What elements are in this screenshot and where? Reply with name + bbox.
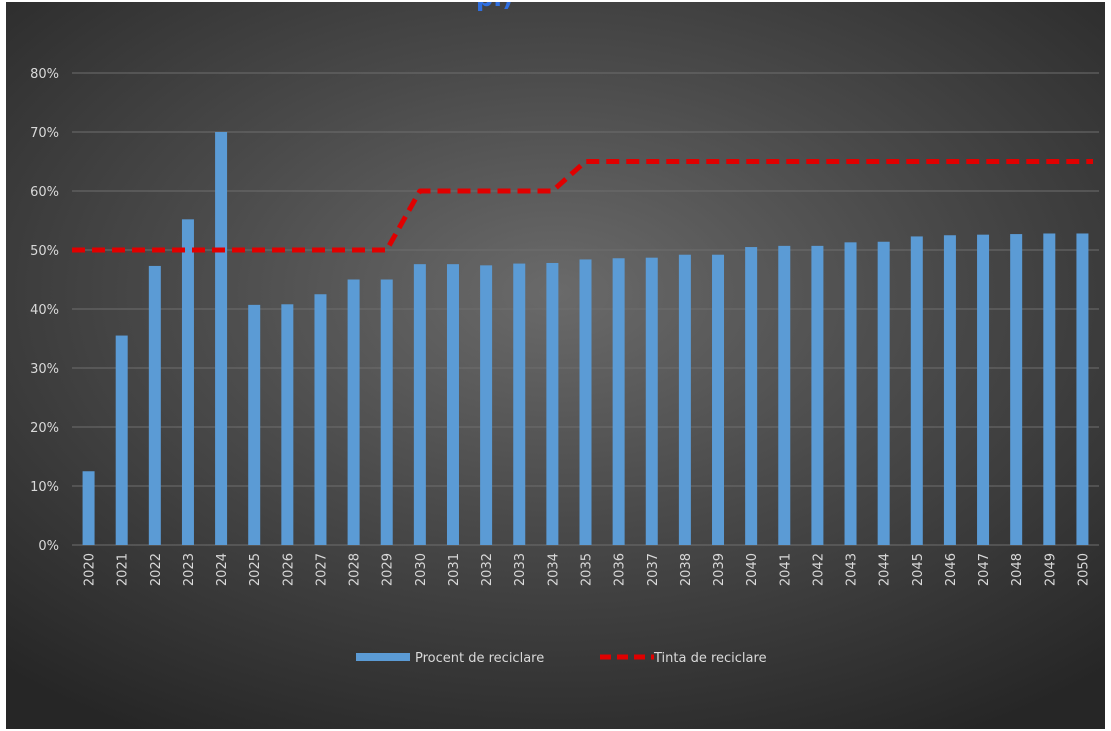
y-tick-label: 10% — [30, 480, 59, 495]
bar-2031 — [446, 264, 459, 545]
bar-2035 — [579, 259, 592, 545]
bar-2042 — [811, 245, 824, 545]
x-tick-label: 2037 — [646, 553, 661, 586]
y-tick-label: 40% — [30, 303, 59, 318]
bar-2023 — [181, 219, 194, 545]
bar-series — [82, 132, 1089, 546]
x-tick-label: 2042 — [811, 553, 826, 586]
x-tick-label: 2050 — [1076, 553, 1091, 586]
x-tick-label: 2046 — [944, 553, 959, 586]
legend-label-line: Tinta de reciclare — [653, 651, 767, 666]
chart-area: 0%10%20%30%40%50%60%70%80% 2020 2021 2022 2… — [30, 67, 1099, 666]
bar-2033 — [513, 263, 526, 545]
x-tick-label: 2021 — [116, 553, 131, 586]
y-axis-ticks: 0% 10% 20% 30% 40% 50% 60% 70% 80% — [30, 67, 59, 554]
x-tick-label: 2036 — [613, 553, 628, 586]
y-tick-label: 0% — [38, 539, 59, 554]
bar-2048 — [1010, 234, 1023, 545]
y-tick-label: 50% — [30, 244, 59, 259]
bar-2050 — [1076, 233, 1089, 546]
bar-2034 — [546, 262, 559, 545]
x-tick-label: 2040 — [745, 553, 760, 586]
bar-2044 — [877, 241, 890, 546]
bar-2040 — [745, 247, 758, 546]
x-tick-label: 2028 — [348, 553, 363, 586]
bar-2020 — [82, 471, 95, 545]
x-tick-label: 2026 — [281, 553, 296, 586]
x-tick-label: 2032 — [480, 553, 495, 586]
legend-swatch-bars — [356, 653, 410, 661]
x-tick-label: 2033 — [513, 553, 528, 586]
target-line-series — [72, 159, 1093, 253]
chart-frame: p.) 0%10%20%30%40%50%60%70%80% 202020212… — [6, 2, 1105, 729]
bar-2022 — [148, 265, 161, 545]
bar-2049 — [1043, 233, 1056, 546]
x-tick-label: 2024 — [215, 553, 230, 586]
x-tick-label: 2038 — [679, 553, 694, 586]
bar-2037 — [645, 257, 658, 545]
chart-title-fragment: p.) — [476, 2, 513, 12]
x-tick-label: 2029 — [381, 553, 396, 586]
y-tick-label: 30% — [30, 362, 59, 377]
legend-label-bars: Procent de reciclare — [415, 651, 544, 666]
x-tick-label: 2041 — [778, 553, 793, 586]
bar-2038 — [678, 254, 691, 545]
x-tick-label: 2044 — [878, 553, 893, 586]
bar-2036 — [612, 258, 625, 545]
x-tick-label: 2022 — [149, 553, 164, 586]
x-tick-label: 2047 — [977, 553, 992, 586]
bar-2041 — [778, 245, 791, 545]
bar-2026 — [281, 304, 294, 545]
x-tick-label: 2030 — [414, 553, 429, 586]
y-tick-label: 70% — [30, 126, 59, 141]
bar-2024 — [215, 132, 228, 545]
bar-2032 — [480, 265, 493, 545]
bar-2043 — [844, 242, 857, 545]
bar-2045 — [910, 236, 923, 545]
bar-2047 — [977, 234, 990, 545]
y-tick-label: 20% — [30, 421, 59, 436]
y-tick-label: 60% — [30, 185, 59, 200]
x-tick-label: 2048 — [1010, 553, 1025, 586]
legend: Procent de reciclare Tinta de reciclare — [356, 651, 767, 666]
x-tick-label: 2049 — [1043, 553, 1058, 586]
bar-2021 — [115, 335, 128, 545]
x-tick-label: 2027 — [314, 553, 329, 586]
x-tick-label: 2039 — [712, 553, 727, 586]
x-tick-label: 2025 — [248, 553, 263, 586]
x-axis-ticks: 2020 2021 2022 2023 2024 2025 2026 2027 2028 2029… — [83, 553, 1092, 586]
bar-2027 — [314, 294, 327, 545]
bar-2030 — [413, 264, 426, 545]
target-line — [72, 159, 1093, 253]
x-tick-label: 2035 — [580, 553, 595, 586]
bar-2029 — [380, 279, 393, 545]
x-tick-label: 2023 — [182, 553, 197, 586]
bar-2025 — [248, 304, 261, 545]
bar-2028 — [347, 279, 360, 545]
x-tick-label: 2034 — [546, 553, 561, 586]
x-tick-label: 2045 — [911, 553, 926, 586]
x-tick-label: 2043 — [845, 553, 860, 586]
bar-2039 — [712, 254, 725, 545]
x-tick-label: 2020 — [83, 553, 98, 586]
x-tick-label: 2031 — [447, 553, 462, 586]
bar-2046 — [943, 235, 956, 545]
y-tick-label: 80% — [30, 67, 59, 82]
